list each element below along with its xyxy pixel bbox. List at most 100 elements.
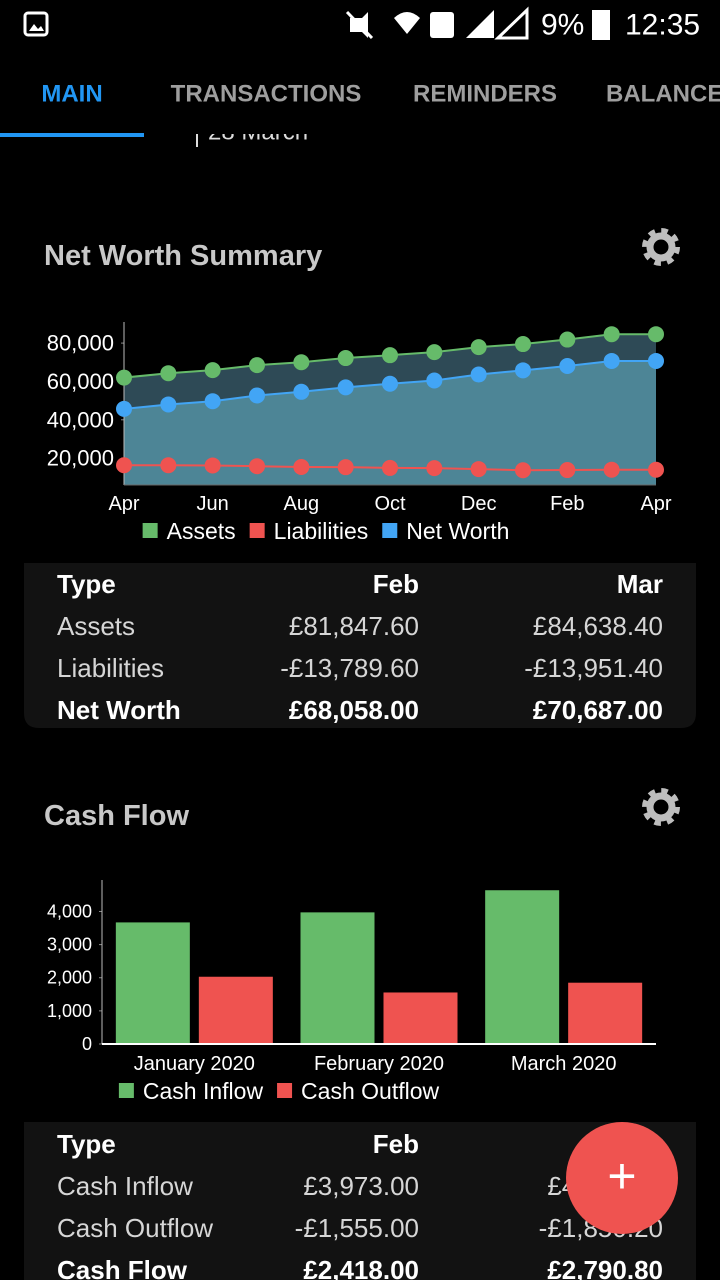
data-point <box>116 400 132 417</box>
data-point <box>160 457 177 474</box>
x-tick-label: Aug <box>284 493 320 515</box>
x-tick-label: March 2020 <box>511 1053 617 1075</box>
signal-1 <box>466 10 494 38</box>
data-point <box>160 396 177 413</box>
legend-label: Assets <box>167 518 236 544</box>
gear-teeth <box>642 228 680 266</box>
data-point <box>204 457 221 474</box>
battery-icon <box>592 10 610 40</box>
bar <box>568 982 643 1044</box>
data-point <box>559 357 576 374</box>
data-point <box>382 375 398 392</box>
table-header: Type <box>57 1129 116 1159</box>
bar <box>115 922 190 1044</box>
tab-balance[interactable]: BALANCE <box>606 81 720 108</box>
legend-swatch <box>249 523 265 538</box>
data-point <box>204 362 221 379</box>
tab-main[interactable]: MAIN <box>41 81 102 108</box>
data-point <box>426 460 443 477</box>
gear-teeth <box>642 788 680 826</box>
x-tick-label: January 2020 <box>134 1053 255 1075</box>
table-cell: Liabilities <box>57 653 164 683</box>
call-icon <box>430 12 454 38</box>
x-tick-label: Feb <box>550 493 584 515</box>
tab-reminders[interactable]: REMINDERS <box>413 81 557 108</box>
data-point <box>249 458 265 475</box>
data-point <box>160 365 177 382</box>
table-card <box>24 563 696 728</box>
bar <box>485 890 560 1044</box>
x-tick-label: Jun <box>197 493 229 515</box>
legend-label: Cash Outflow <box>301 1078 439 1104</box>
y-tick-label: 60,000 <box>47 369 114 394</box>
data-point <box>470 366 487 383</box>
table-cell: £84,638.40 <box>533 611 663 641</box>
data-point <box>293 354 310 371</box>
legend-swatch <box>142 523 158 538</box>
wifi-icon <box>394 12 420 34</box>
data-point <box>603 352 620 369</box>
data-point <box>249 387 265 404</box>
data-point <box>116 369 132 386</box>
y-tick-label: 20,000 <box>47 446 114 471</box>
table-cell: -£13,951.40 <box>524 653 663 683</box>
data-point <box>515 362 531 379</box>
legend-label: Cash Inflow <box>143 1078 264 1104</box>
tab-indicator <box>0 133 144 137</box>
data-point <box>648 461 664 478</box>
y-tick-label: 80,000 <box>47 331 114 356</box>
tab-transactions[interactable]: TRANSACTIONS <box>171 81 362 108</box>
tables: Type Feb Mar Assets £81,847.60 £84,638.40 Liab… <box>57 569 663 1280</box>
y-tick-label: 2,000 <box>47 968 92 988</box>
data-point <box>337 379 354 396</box>
data-point <box>470 339 487 356</box>
data-point <box>648 352 664 369</box>
battery-percent: 9% <box>541 9 584 42</box>
legend-label: Liabilities <box>274 518 369 544</box>
data-point <box>293 383 310 400</box>
table-cell: -£13,789.60 <box>280 653 419 683</box>
y-tick-label: 3,000 <box>47 935 92 955</box>
table-cell: Cash Inflow <box>57 1171 193 1201</box>
data-point <box>515 336 531 353</box>
x-tick-label: Apr <box>640 493 671 515</box>
gallery-icon-glyph <box>29 24 44 31</box>
table-cell: Assets <box>57 611 135 641</box>
x-tick-label: Oct <box>374 493 406 515</box>
legend: Cash Inflow Cash Outflow <box>118 1078 440 1104</box>
bar <box>198 976 273 1044</box>
fab-label[interactable]: + <box>607 1148 636 1204</box>
table-cell: £2,418.00 <box>303 1255 419 1280</box>
add-button[interactable]: + <box>566 1122 678 1234</box>
table-cell: Cash Flow <box>57 1255 188 1280</box>
signal-2 <box>494 6 529 40</box>
chart: 20,000 40,000 60,000 80,000 Apr Jun Aug Oct Dec F… <box>47 322 672 515</box>
gear-ring <box>646 792 676 822</box>
fab-circle[interactable] <box>566 1122 678 1234</box>
card-title: Cash Flow <box>44 800 189 832</box>
table-cell: £3,973.00 <box>303 1171 419 1201</box>
x-tick-label: February 2020 <box>314 1053 444 1075</box>
data-point <box>382 347 398 364</box>
mute-slash <box>345 10 374 40</box>
table-header: Feb <box>373 569 419 599</box>
data-point <box>204 393 221 410</box>
legend-swatch <box>277 1083 293 1098</box>
chart: 0 1,000 2,000 3,000 4,000 January 2020 Februar… <box>47 880 656 1075</box>
table-header: Feb <box>373 1129 419 1159</box>
table-cell: Cash Outflow <box>57 1213 213 1243</box>
data-point <box>648 326 664 343</box>
clock: 12:35 <box>625 9 700 42</box>
settings-gear[interactable] <box>642 228 680 266</box>
legend: Assets Liabilities Net Worth <box>142 518 509 544</box>
gallery-icon <box>23 11 49 37</box>
table-cell: Net Worth <box>57 695 181 725</box>
data-point <box>426 372 443 389</box>
table-header: Mar <box>617 569 663 599</box>
bar <box>300 912 375 1044</box>
settings-gear[interactable] <box>642 788 680 826</box>
y-tick-label: 40,000 <box>47 407 114 432</box>
y-tick-label: 1,000 <box>47 1001 92 1021</box>
